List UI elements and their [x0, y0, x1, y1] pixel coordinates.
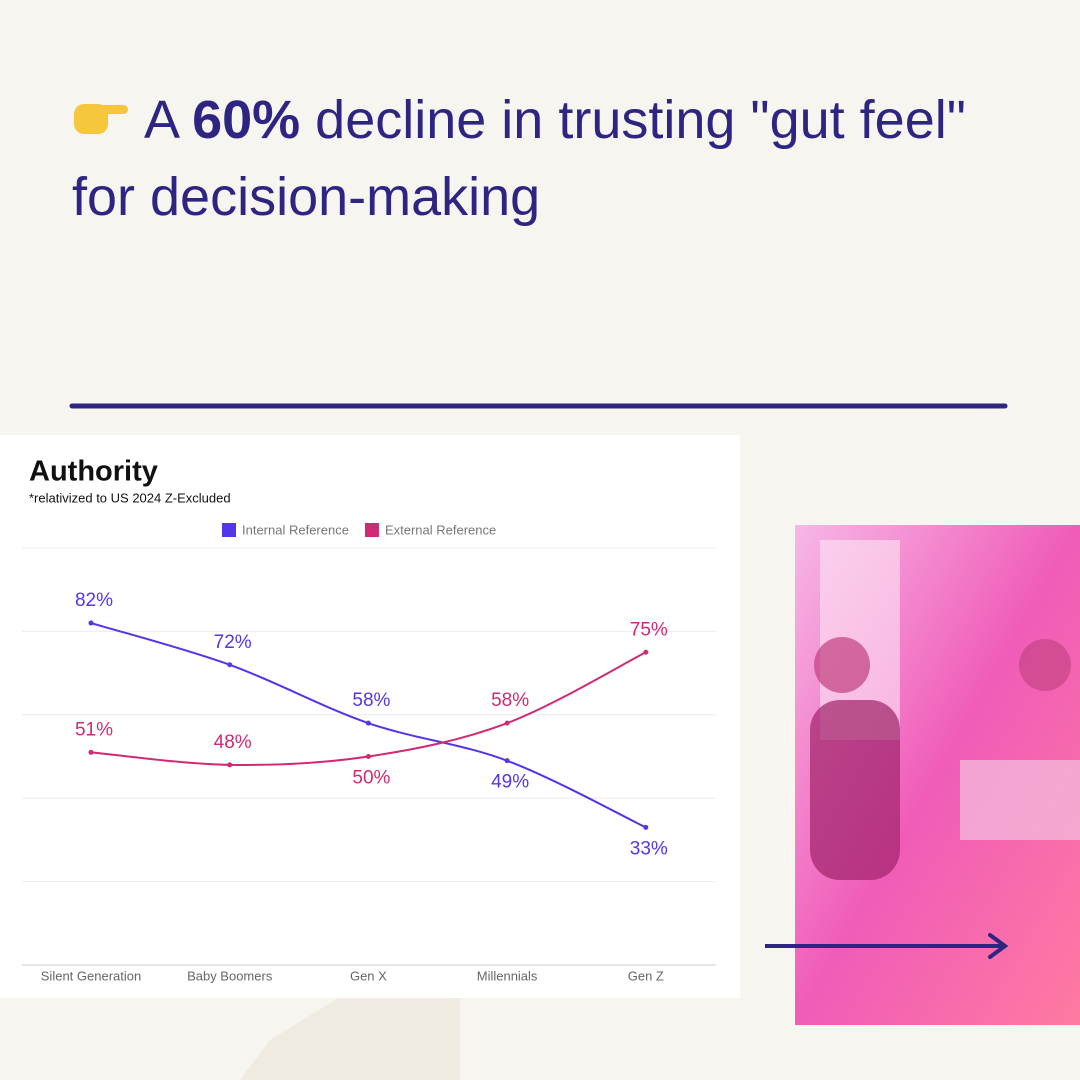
photo-person: [814, 637, 870, 693]
photo-person: [810, 700, 900, 880]
point: [88, 749, 94, 755]
x-tick-label: Baby Boomers: [187, 968, 273, 983]
data-label: 58%: [491, 690, 529, 711]
chart: Authority *relativized to US 2024 Z-Excl…: [22, 456, 716, 983]
pointing-hand-icon: [74, 104, 128, 134]
legend-label: External Reference: [385, 522, 496, 537]
point: [88, 620, 94, 626]
data-label: 33%: [630, 838, 668, 859]
data-label: 50%: [352, 768, 390, 789]
data-label: 75%: [630, 619, 668, 640]
headline: A 60% decline in trusting "gut feel" for…: [72, 82, 972, 236]
point: [365, 754, 371, 759]
x-tick-label: Silent Generation: [41, 968, 141, 983]
data-label: 58%: [352, 690, 390, 711]
x-tick-label: Gen Z: [628, 968, 664, 983]
point: [365, 720, 371, 726]
point: [227, 662, 233, 668]
point: [227, 762, 233, 768]
point: [504, 758, 510, 764]
data-label: 82%: [75, 590, 113, 611]
arrow-head: [988, 933, 1009, 959]
data-label: 72%: [214, 632, 252, 653]
photo-laptop: [960, 760, 1080, 840]
data-label: 48%: [214, 732, 252, 753]
point: [643, 649, 649, 655]
chart-title: Authority: [29, 456, 158, 488]
chart-subtitle: *relativized to US 2024 Z-Excluded: [29, 490, 231, 505]
legend-swatch: [222, 523, 236, 537]
photo-person: [1019, 639, 1071, 691]
legend-swatch: [364, 523, 379, 537]
headline-emphasis: 60%: [192, 90, 301, 150]
data-label: 49%: [491, 772, 529, 793]
point: [504, 720, 510, 726]
headline-text: decline in trusting "gut feel" for decis…: [72, 90, 966, 227]
x-tick-label: Millennials: [477, 968, 538, 983]
point: [643, 824, 649, 830]
legend-label: Internal Reference: [242, 522, 349, 537]
data-label: 51%: [75, 719, 113, 740]
x-tick-label: Gen X: [350, 968, 387, 983]
headline-text: A: [144, 90, 178, 150]
